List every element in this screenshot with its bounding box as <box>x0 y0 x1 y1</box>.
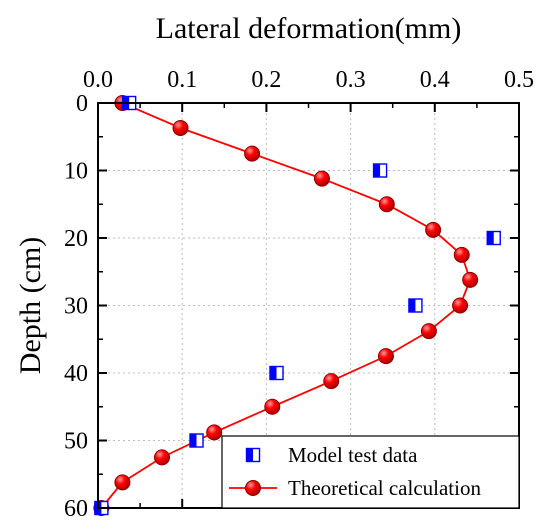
theoretical-calculation-point <box>453 246 470 263</box>
marker-circle <box>313 170 330 187</box>
legend-label-theoretical-calculation: Theoretical calculation <box>288 476 481 500</box>
marker-circle <box>245 480 261 496</box>
legend-marker-model-test-data <box>245 447 261 463</box>
model-test-data-point <box>486 230 501 246</box>
marker-circle <box>114 474 131 491</box>
model-test-data-point <box>189 433 204 448</box>
theoretical-calculation-point <box>425 221 442 238</box>
marker-circle <box>425 221 442 238</box>
marker-square-fill <box>246 448 253 462</box>
marker-circle <box>452 297 469 314</box>
marker-circle <box>153 449 170 466</box>
theoretical-calculation-point <box>172 119 189 136</box>
x-tick-label: 0.2 <box>251 67 281 93</box>
axis-ticks: 0.0 0.1 0.2 0.3 0.4 0.5 0 10 20 30 40 50 60 <box>64 67 534 522</box>
y-tick-label: 10 <box>64 159 88 185</box>
marker-circle <box>378 196 395 213</box>
theoretical-calculation-point <box>114 474 131 491</box>
x-tick-label: 0.4 <box>420 67 450 93</box>
theoretical-calculation-point <box>206 424 223 441</box>
marker-circle <box>264 398 281 415</box>
theoretical-calculation-point <box>323 373 340 390</box>
marker-square-fill <box>408 299 416 312</box>
marker-square-fill <box>487 231 494 245</box>
y-tick-label: 50 <box>64 429 88 455</box>
marker-circle <box>172 119 189 136</box>
legend-marker-theoretical-calculation <box>229 480 277 496</box>
model-test-data-point <box>269 365 284 381</box>
marker-circle <box>377 348 394 365</box>
y-tick-label: 40 <box>64 361 88 387</box>
model-test-data-point <box>372 163 388 178</box>
y-tick-label: 20 <box>64 226 88 252</box>
theoretical-calculation-point <box>452 297 469 314</box>
model-test-data-point <box>408 298 423 313</box>
x-tick-label: 0.5 <box>504 67 534 93</box>
marker-circle <box>244 145 261 162</box>
y-tick-label: 30 <box>64 294 88 320</box>
marker-circle <box>206 424 223 441</box>
x-tick-label: 0.1 <box>167 67 197 93</box>
theoretical-calculation-point <box>377 348 394 365</box>
marker-square-fill <box>373 164 381 177</box>
theoretical-calculation-point <box>153 449 170 466</box>
legend: Model test data Theoretical calculation <box>221 435 520 509</box>
legend-box <box>221 435 520 509</box>
legend-label-model-test-data: Model test data <box>288 443 418 467</box>
theoretical-calculation-point <box>264 398 281 415</box>
marker-square-fill <box>270 366 277 380</box>
marker-circle <box>323 373 340 390</box>
theoretical-calculation-point <box>313 170 330 187</box>
marker-square-fill <box>190 434 197 447</box>
theoretical-calculation-point <box>420 323 437 340</box>
theoretical-calculation-point <box>462 271 479 288</box>
marker-circle <box>420 323 437 340</box>
y-axis-title: Depth (cm) <box>14 237 47 374</box>
x-axis-title: Lateral deformation(mm) <box>156 12 462 45</box>
y-tick-label: 0 <box>76 91 88 117</box>
theoretical-calculation-point <box>378 196 395 213</box>
y-tick-label: 60 <box>64 496 88 522</box>
marker-circle <box>453 246 470 263</box>
x-tick-label: 0.0 <box>83 67 113 93</box>
x-tick-label: 0.3 <box>336 67 366 93</box>
marker-circle <box>462 271 479 288</box>
theoretical-calculation-point <box>244 145 261 162</box>
